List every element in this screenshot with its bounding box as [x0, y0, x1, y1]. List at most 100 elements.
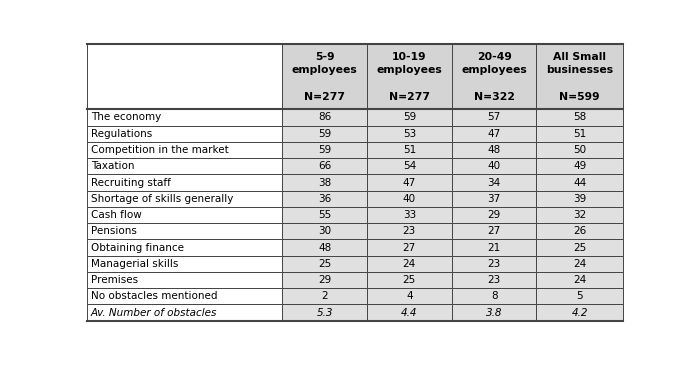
Text: 24: 24 [403, 259, 416, 269]
Bar [282, 158, 367, 174]
Text: Competition in the market: Competition in the market [91, 145, 228, 155]
Bar [86, 142, 282, 158]
Text: Pensions: Pensions [91, 226, 136, 236]
Text: 57: 57 [487, 112, 501, 122]
Bar [536, 158, 623, 174]
Bar [367, 223, 452, 239]
Text: 58: 58 [573, 112, 586, 122]
Bar [367, 125, 452, 142]
Text: 4: 4 [406, 291, 412, 301]
Text: The economy: The economy [91, 112, 161, 122]
Text: Recruiting staff: Recruiting staff [91, 178, 171, 188]
Bar [367, 256, 452, 272]
Text: 47: 47 [403, 178, 416, 188]
Text: 23: 23 [487, 259, 501, 269]
Text: 20-49
employees

N=322: 20-49 employees N=322 [461, 52, 527, 102]
Bar [86, 272, 282, 288]
Text: 5.3: 5.3 [316, 307, 333, 317]
Text: 40: 40 [403, 194, 416, 204]
Text: 48: 48 [318, 243, 331, 253]
Text: Cash flow: Cash flow [91, 210, 142, 220]
Text: 36: 36 [318, 194, 331, 204]
Bar [536, 239, 623, 256]
Text: 32: 32 [573, 210, 586, 220]
Text: 8: 8 [491, 291, 498, 301]
Text: Taxation: Taxation [91, 161, 134, 171]
Text: 5: 5 [576, 291, 583, 301]
Text: 25: 25 [318, 259, 331, 269]
Bar [86, 239, 282, 256]
Text: 53: 53 [403, 129, 416, 139]
Text: 54: 54 [403, 161, 416, 171]
Text: 48: 48 [487, 145, 501, 155]
Text: 66: 66 [318, 161, 331, 171]
Bar [282, 223, 367, 239]
Text: 59: 59 [318, 129, 331, 139]
Text: 10-19
employees

N=277: 10-19 employees N=277 [376, 52, 442, 102]
Bar [536, 125, 623, 142]
Text: 30: 30 [318, 226, 331, 236]
Text: 34: 34 [487, 178, 501, 188]
Text: 47: 47 [487, 129, 501, 139]
Text: 38: 38 [318, 178, 331, 188]
Bar [86, 305, 282, 321]
Bar [282, 174, 367, 191]
Bar [536, 110, 623, 125]
Text: 86: 86 [318, 112, 331, 122]
Text: 44: 44 [573, 178, 586, 188]
Text: 39: 39 [573, 194, 586, 204]
Text: 25: 25 [573, 243, 586, 253]
Bar [452, 174, 536, 191]
Text: Premises: Premises [91, 275, 138, 285]
Text: 21: 21 [487, 243, 501, 253]
Bar [367, 288, 452, 305]
Bar [536, 142, 623, 158]
Text: 25: 25 [403, 275, 416, 285]
Bar [452, 142, 536, 158]
Text: 23: 23 [487, 275, 501, 285]
Bar [86, 191, 282, 207]
Bar [536, 256, 623, 272]
Bar [452, 110, 536, 125]
Bar [452, 207, 536, 223]
Text: 4.2: 4.2 [572, 307, 588, 317]
Bar [536, 191, 623, 207]
Bar [282, 125, 367, 142]
Bar [367, 239, 452, 256]
Text: 26: 26 [573, 226, 586, 236]
Text: 29: 29 [487, 210, 501, 220]
Bar [367, 207, 452, 223]
Text: 2: 2 [321, 291, 328, 301]
Text: Av. Number of obstacles: Av. Number of obstacles [91, 307, 217, 317]
Text: Managerial skills: Managerial skills [91, 259, 178, 269]
Text: 3.8: 3.8 [486, 307, 502, 317]
Bar [282, 239, 367, 256]
Bar [452, 223, 536, 239]
Text: 33: 33 [403, 210, 416, 220]
Text: 29: 29 [318, 275, 331, 285]
Bar [86, 125, 282, 142]
Bar [536, 288, 623, 305]
Bar [367, 174, 452, 191]
Bar [86, 223, 282, 239]
Text: 24: 24 [573, 275, 586, 285]
Bar [282, 305, 367, 321]
Text: 37: 37 [487, 194, 501, 204]
Text: 51: 51 [573, 129, 586, 139]
Text: Shortage of skills generally: Shortage of skills generally [91, 194, 233, 204]
Text: 50: 50 [573, 145, 586, 155]
Text: Obtaining finance: Obtaining finance [91, 243, 184, 253]
Bar [282, 288, 367, 305]
Text: 27: 27 [403, 243, 416, 253]
Text: 24: 24 [573, 259, 586, 269]
Text: 49: 49 [573, 161, 586, 171]
Text: 23: 23 [403, 226, 416, 236]
Bar [282, 207, 367, 223]
Text: 51: 51 [403, 145, 416, 155]
Bar [86, 110, 282, 125]
Bar [452, 158, 536, 174]
Text: 5-9
employees

N=277: 5-9 employees N=277 [292, 52, 358, 102]
Bar [452, 272, 536, 288]
Bar [452, 191, 536, 207]
Bar [282, 256, 367, 272]
